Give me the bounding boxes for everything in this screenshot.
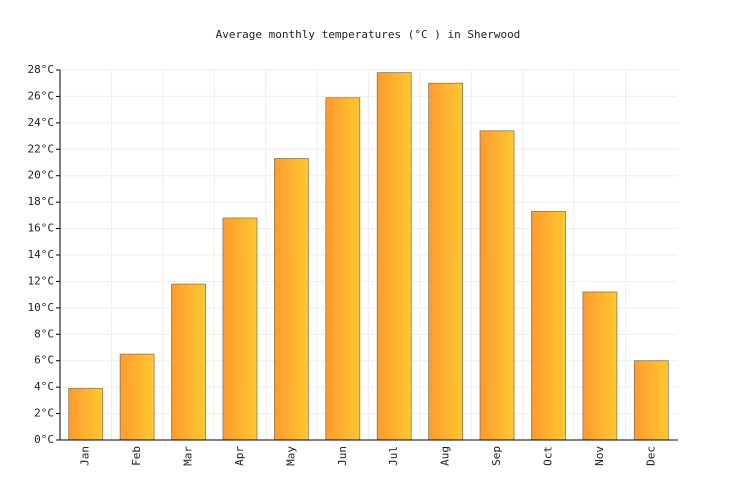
x-tick-label: Jun [336, 446, 349, 466]
bar [222, 217, 258, 441]
x-tick-label: Sep [490, 446, 503, 466]
y-tick-label: 0°C [34, 433, 54, 446]
bar [428, 82, 464, 441]
y-tick-label: 16°C [28, 222, 55, 235]
y-tick-label: 10°C [28, 301, 55, 314]
x-tick-label: Apr [233, 446, 246, 466]
bar [376, 72, 412, 441]
bar [479, 130, 515, 441]
bar [171, 283, 206, 441]
bar [119, 353, 155, 441]
x-tick-label: Aug [439, 446, 452, 466]
bar [68, 388, 104, 441]
y-tick-label: 6°C [34, 354, 54, 367]
y-tick-label: 4°C [34, 380, 54, 393]
y-tick-label: 14°C [28, 248, 55, 261]
x-tick-label: Feb [130, 446, 143, 466]
y-tick-label: 12°C [28, 274, 55, 287]
x-tick-label: Mar [182, 446, 195, 466]
bar [531, 210, 566, 441]
bar [582, 291, 618, 441]
y-tick-label: 18°C [28, 195, 55, 208]
x-tick-label: May [284, 446, 297, 466]
bar [633, 360, 669, 441]
x-tick-label: Jan [79, 446, 92, 466]
y-tick-label: 28°C [28, 63, 55, 76]
bar [273, 158, 309, 441]
y-tick-label: 20°C [28, 169, 55, 182]
x-tick-label: Jul [387, 446, 400, 466]
x-tick-label: Dec [644, 446, 657, 466]
y-tick-label: 2°C [34, 407, 54, 420]
x-tick-label: Nov [593, 446, 606, 466]
y-tick-label: 22°C [28, 142, 55, 155]
y-tick-label: 26°C [28, 89, 55, 102]
bar [325, 97, 361, 441]
y-tick-label: 8°C [34, 327, 54, 340]
y-tick-label: 24°C [28, 116, 55, 129]
chart-title: Average monthly temperatures (°C ) in Sh… [216, 28, 521, 41]
x-tick-label: Oct [541, 446, 554, 466]
